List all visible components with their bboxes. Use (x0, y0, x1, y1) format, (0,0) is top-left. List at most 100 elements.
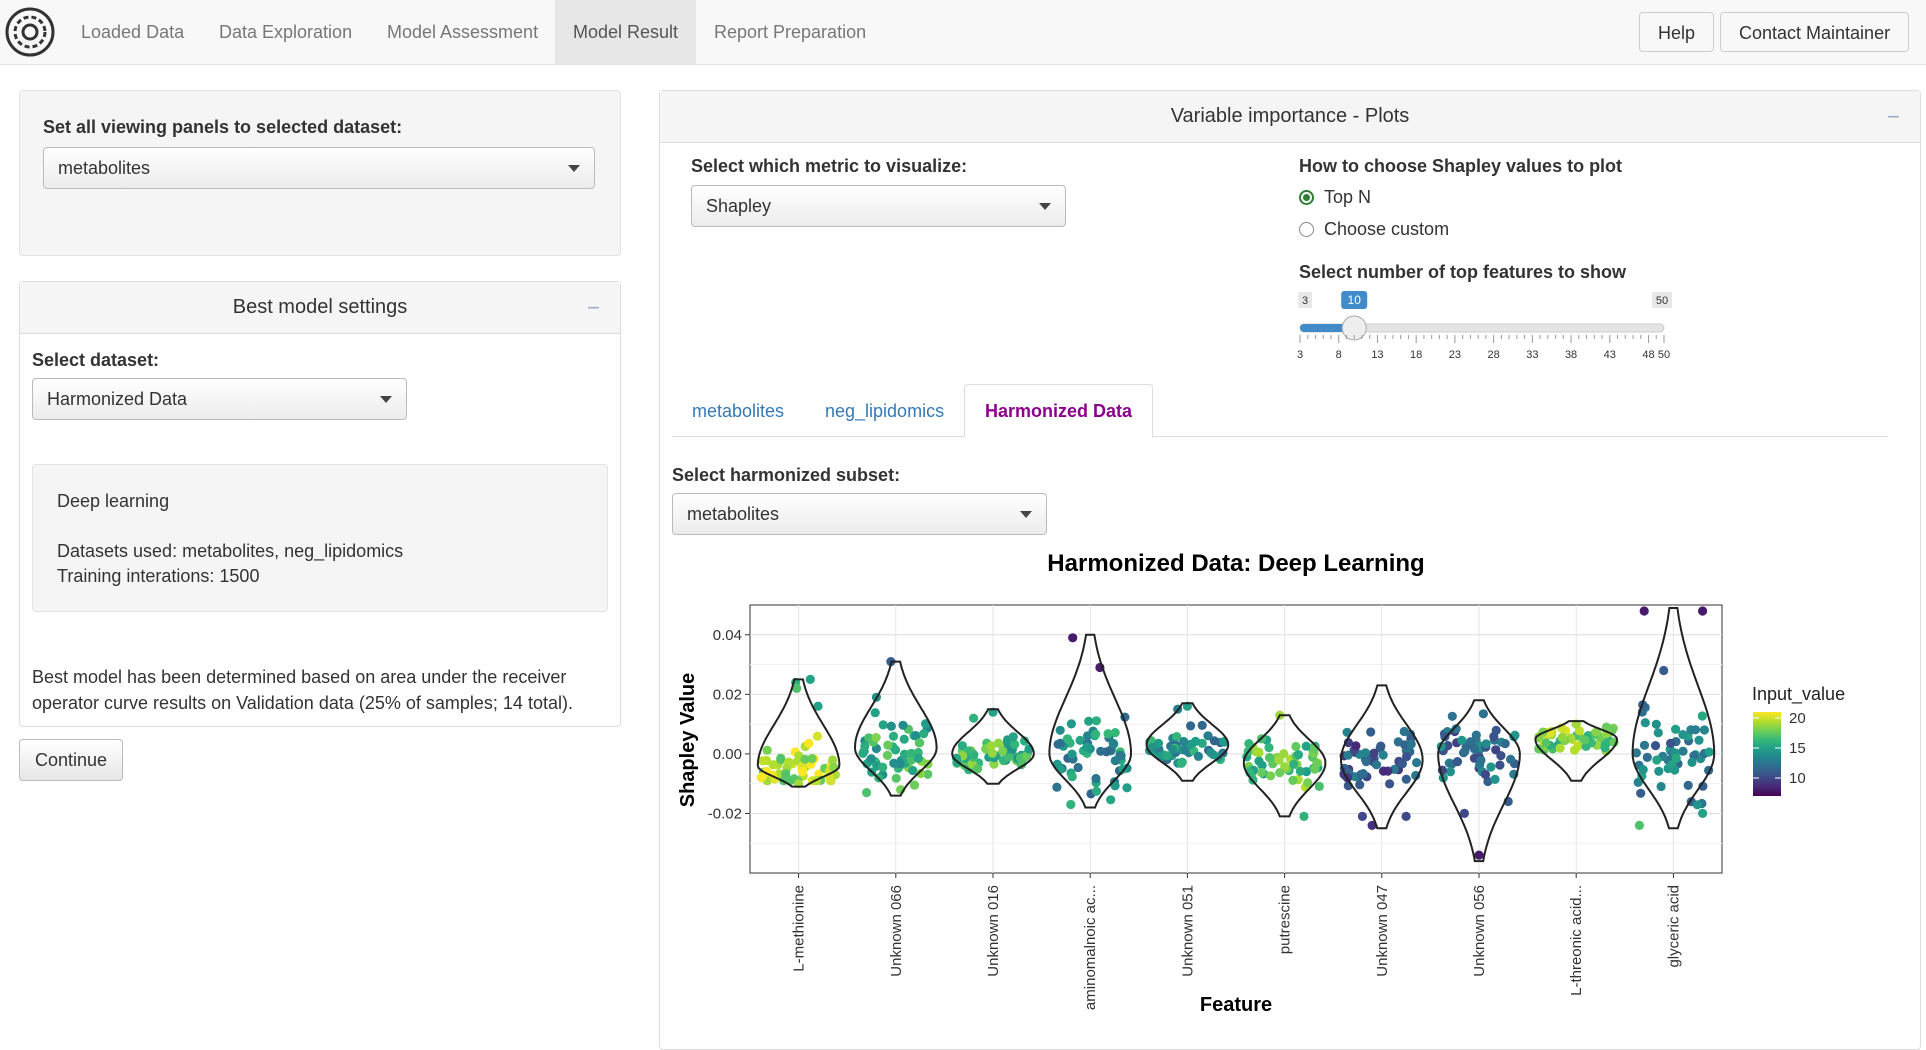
tab-harmonized-data[interactable]: Harmonized Data (964, 384, 1154, 438)
data-point (1698, 606, 1708, 616)
violin-outline (951, 708, 1035, 785)
view-all-select-value: metabolites (58, 158, 151, 178)
shapley-choose-label: How to choose Shapley values to plot (1299, 156, 1623, 176)
slider-tick-label: 28 (1487, 349, 1499, 361)
radio-top-n[interactable] (1299, 190, 1314, 205)
data-point (1084, 716, 1094, 726)
data-point (882, 750, 893, 760)
data-point (1066, 719, 1076, 729)
data-point (812, 731, 822, 741)
data-point (878, 762, 888, 772)
data-point (825, 776, 836, 786)
nav-tab-model-assessment[interactable]: Model Assessment (387, 22, 539, 42)
data-point (1698, 808, 1708, 818)
data-point (1650, 741, 1661, 751)
select-dataset-select[interactable]: Harmonized Data (32, 378, 407, 420)
nav-tab-model-result[interactable]: Model Result (555, 0, 697, 64)
data-point (923, 769, 933, 779)
data-point (1096, 746, 1106, 756)
data-point (886, 721, 896, 731)
data-point (1406, 739, 1416, 749)
data-point (1642, 752, 1652, 762)
data-point (860, 741, 870, 751)
help-button[interactable]: Help (1639, 12, 1715, 52)
continue-button[interactable]: Continue (19, 739, 124, 781)
x-tick-label: Unknown 051 (1179, 885, 1196, 977)
best-model-panel: Best model settings − Select dataset: Ha… (19, 281, 621, 727)
data-point (1690, 725, 1701, 735)
tab-metabolites[interactable]: metabolites (692, 401, 785, 421)
x-tick-label: Unknown 016 (985, 885, 1002, 977)
data-point (1264, 743, 1274, 753)
radio-choose-custom[interactable] (1299, 222, 1314, 237)
variable-importance-header: Variable importance - Plots − (660, 91, 1920, 143)
app-logo[interactable] (5, 7, 55, 57)
best-model-header: Best model settings − (20, 282, 620, 334)
violin-outline (1437, 699, 1521, 863)
subset-select[interactable]: metabolites (672, 493, 1047, 535)
violin-group (951, 707, 1035, 785)
data-point (1366, 727, 1376, 737)
view-all-select[interactable]: metabolites (43, 147, 595, 189)
data-point (1068, 633, 1078, 643)
metric-select[interactable]: Shapley (691, 185, 1066, 227)
data-point (1678, 730, 1688, 740)
data-point (1460, 746, 1470, 756)
tabs-baseline (672, 436, 1888, 437)
data-point (1378, 766, 1389, 776)
data-point (1106, 795, 1116, 805)
data-point (1634, 820, 1644, 830)
slider-handle[interactable] (1341, 315, 1367, 341)
radio-choose-custom-label: Choose custom (1324, 219, 1450, 239)
data-point (1631, 748, 1641, 758)
data-point (1358, 769, 1368, 779)
variable-importance-title: Variable importance - Plots (1170, 105, 1410, 127)
violin-group (756, 674, 841, 789)
contact-maintainer-button[interactable]: Contact Maintainer (1720, 12, 1910, 52)
data-point (1557, 732, 1567, 742)
data-point (1495, 760, 1505, 770)
slider-tick-label: 33 (1526, 349, 1538, 361)
data-point (1361, 757, 1371, 767)
data-point (916, 768, 926, 779)
data-point (1003, 752, 1014, 762)
data-point (1017, 759, 1027, 769)
radio-top-n-label: Top N (1324, 187, 1372, 207)
data-point (1541, 738, 1551, 748)
tab-neg-lipidomics[interactable]: neg_lipidomics (825, 401, 945, 421)
data-point (1066, 799, 1076, 810)
data-point (813, 701, 823, 711)
data-point (1601, 722, 1612, 732)
data-point (776, 753, 786, 763)
nav-tab-data-exploration[interactable]: Data Exploration (219, 22, 353, 42)
data-point (878, 720, 888, 730)
data-point (1052, 782, 1062, 792)
data-point (913, 753, 923, 763)
data-point (1288, 775, 1298, 785)
data-point (1082, 742, 1092, 752)
violin-outline (1631, 607, 1716, 830)
data-point (1162, 751, 1172, 761)
data-point (1656, 781, 1666, 792)
nav-tab-report-preparation[interactable]: Report Preparation (714, 22, 867, 42)
violin-group (1048, 633, 1133, 810)
collapse-icon[interactable]: − (1887, 104, 1900, 129)
data-point (1639, 606, 1649, 616)
best-model-note: Best model has been determined based on … (32, 667, 573, 713)
data-point (1172, 732, 1182, 742)
top-features-slider[interactable]: 3 50 10 3 8 13 18 23 28 33 38 43 48 50 (1290, 288, 1680, 368)
slider-tick-label: 23 (1449, 349, 1461, 361)
data-point (1402, 752, 1412, 762)
data-point (1687, 757, 1697, 767)
violin-group (1242, 710, 1327, 821)
collapse-icon[interactable]: − (587, 295, 600, 320)
shapley-chart: Harmonized Data: Deep Learning Feature S… (677, 550, 1845, 1016)
navbar: Loaded Data Data Exploration Model Asses… (0, 0, 1926, 65)
nav-tab-loaded-data[interactable]: Loaded Data (81, 22, 185, 42)
data-point (1671, 753, 1681, 763)
data-point (1471, 730, 1481, 740)
data-point (888, 731, 899, 741)
x-tick-label: Unknown 047 (1374, 885, 1391, 977)
data-point (1279, 749, 1289, 759)
data-point (1314, 781, 1324, 791)
